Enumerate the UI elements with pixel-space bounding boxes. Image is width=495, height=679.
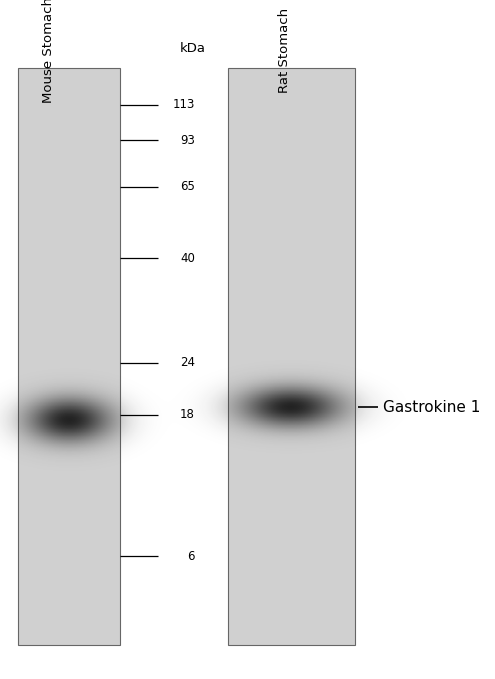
Text: Mouse Stomach: Mouse Stomach: [42, 0, 55, 103]
Text: 24: 24: [180, 356, 195, 369]
Bar: [228, 68, 355, 645]
Text: Gastrokine 1: Gastrokine 1: [383, 399, 480, 414]
Text: kDa: kDa: [180, 42, 206, 55]
Text: 113: 113: [173, 98, 195, 111]
Bar: [18, 68, 120, 645]
Text: Rat Stomach: Rat Stomach: [278, 7, 291, 92]
Text: 40: 40: [180, 251, 195, 265]
Text: 6: 6: [188, 549, 195, 562]
Text: 93: 93: [180, 134, 195, 147]
Text: 18: 18: [180, 409, 195, 422]
Text: 65: 65: [180, 181, 195, 194]
